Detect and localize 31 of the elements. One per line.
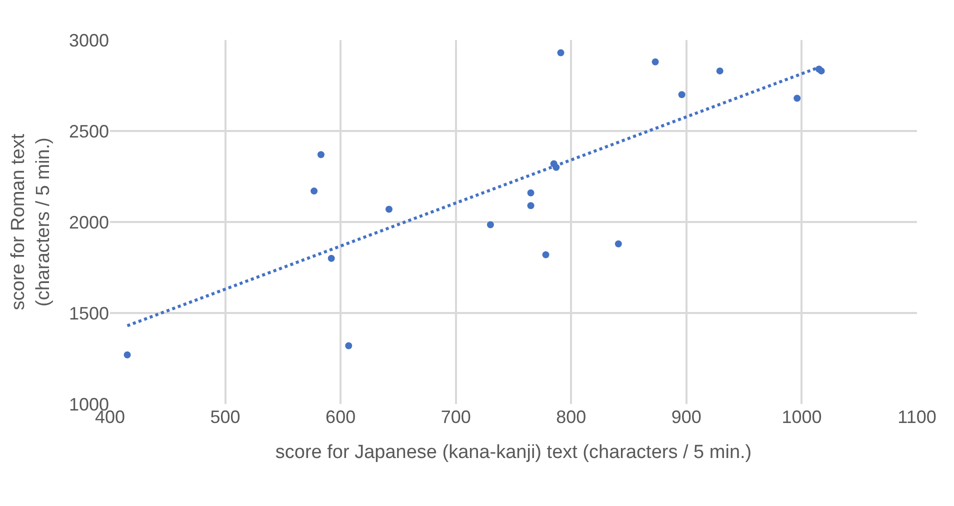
y-tick-label: 2500 — [68, 121, 109, 142]
x-tick-label: 1100 — [898, 407, 936, 427]
point — [385, 206, 392, 213]
point — [486, 221, 494, 228]
x-tick-label: 900 — [671, 407, 702, 427]
point — [317, 151, 324, 158]
point — [652, 58, 659, 66]
point — [310, 188, 318, 195]
point — [818, 67, 825, 74]
y-tick-label: 2000 — [68, 212, 109, 232]
x-tick-label: 500 — [210, 407, 240, 427]
x-tick-label: 600 — [326, 407, 356, 427]
point — [552, 164, 560, 171]
point — [527, 202, 534, 210]
point — [614, 240, 622, 248]
x-tick-label: 1000 — [782, 407, 822, 427]
y-tick-label: 1500 — [68, 303, 109, 324]
point — [716, 67, 724, 74]
x-axis-title: score for Japanese (kana-kanji) text (characters / 5 min.) — [275, 442, 752, 463]
point — [557, 49, 564, 56]
x-tick-label: 800 — [556, 407, 586, 427]
point — [345, 342, 352, 350]
point — [328, 254, 335, 262]
y-axis-title: score for Roman text (characters / 5 min.) — [8, 133, 54, 310]
y-tick-label: 3000 — [68, 30, 109, 50]
x-tick-label: 700 — [440, 407, 471, 427]
point — [124, 351, 131, 358]
point — [678, 91, 686, 98]
point — [794, 94, 801, 102]
point — [542, 251, 550, 258]
point — [527, 189, 534, 196]
